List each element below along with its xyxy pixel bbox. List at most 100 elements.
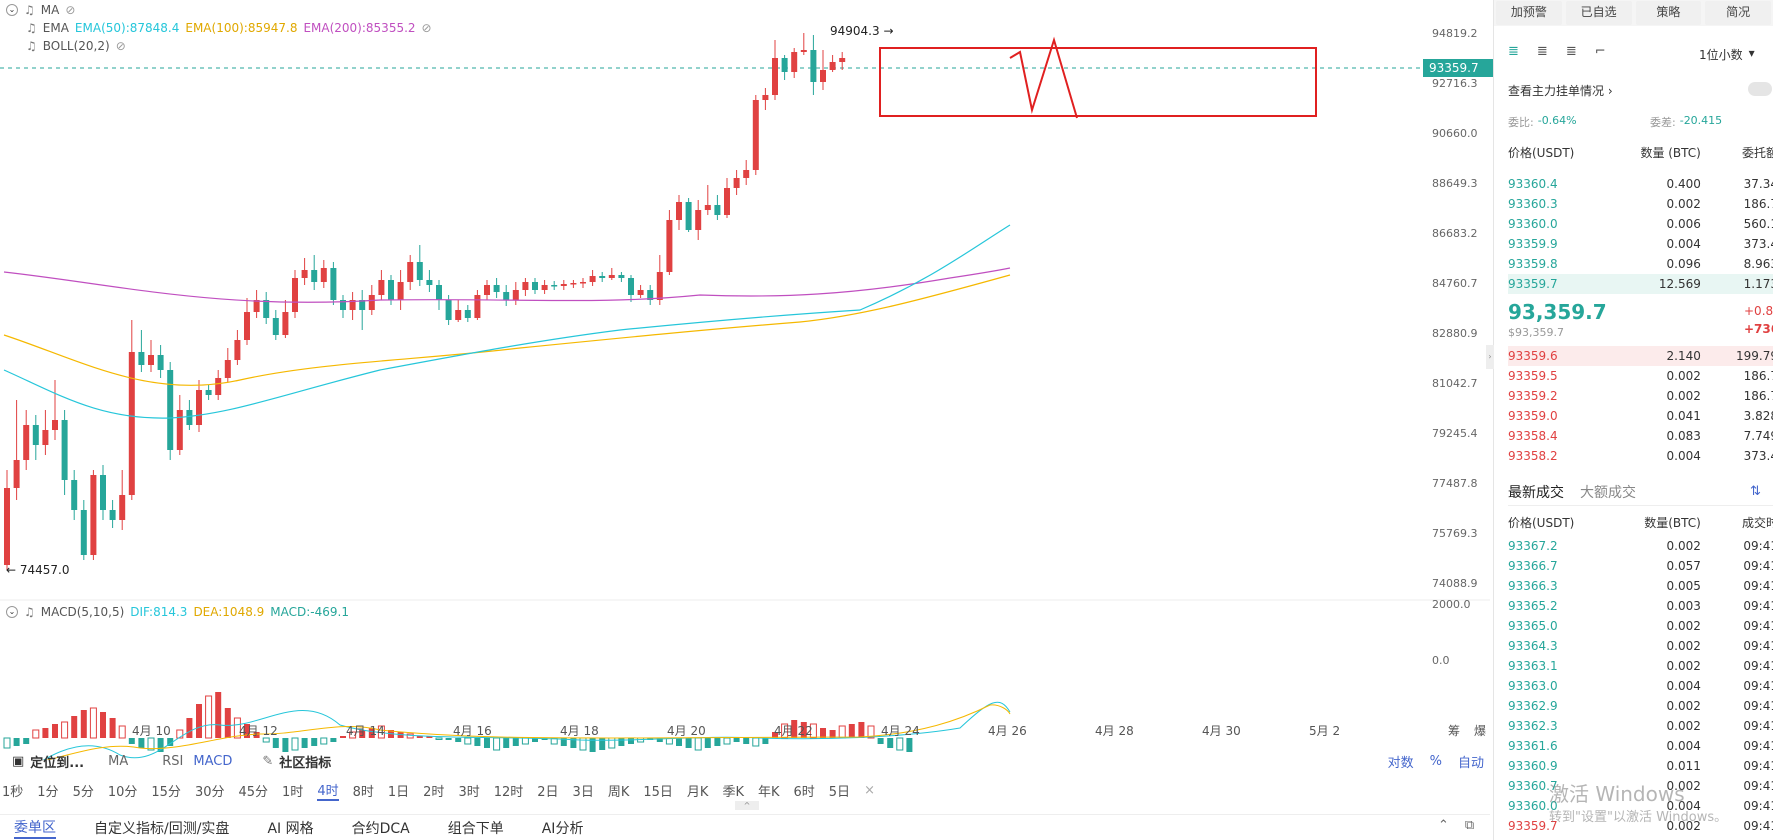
interval-6[interactable]: 45分 (238, 784, 269, 800)
interval-selector: 1秒 1分 5分 10分 15分 30分 45分 1时 4时 8时 1日 2时 3时 12时 2日 3日 周K 1… (0, 778, 1490, 802)
interval-5[interactable]: 30分 (194, 784, 225, 800)
bottom-tab-2[interactable]: AI 网格 (267, 820, 314, 837)
calendar-icon[interactable]: ▣ (12, 753, 25, 769)
interval-18[interactable]: 月K (686, 784, 709, 800)
main-orders-link[interactable]: 查看主力挂单情况 › (1508, 82, 1613, 99)
macd-button[interactable]: MACD (193, 753, 233, 769)
interval-0[interactable]: 1秒 (2, 784, 24, 800)
rsi-button[interactable]: RSI (162, 753, 184, 769)
percent-scale-toggle[interactable]: % (1429, 753, 1442, 769)
trade-qty: 0.002 (1666, 639, 1701, 653)
chevron-up-icon[interactable]: ⌃ (1438, 818, 1449, 833)
candle-body (493, 285, 500, 292)
book-both-icon[interactable]: ≣ (1508, 44, 1519, 59)
ma-button[interactable]: MA (108, 753, 129, 769)
bottom-tab-3[interactable]: 合约DCA (351, 820, 410, 837)
book-row[interactable]: 93360.0 0.006 560.1 (1508, 214, 1773, 234)
book-row[interactable]: 93359.5 0.002 186.7 (1508, 366, 1773, 386)
bottom-tab-1[interactable]: 自定义指标/回测/实盘 (94, 820, 230, 837)
collapse-icon[interactable]: ⌄ (6, 606, 18, 618)
interval-13[interactable]: 12时 (493, 784, 524, 800)
bell-icon[interactable]: ♫ (26, 39, 37, 53)
interval-1[interactable]: 1分 (37, 784, 59, 800)
bell-icon[interactable]: ♫ (24, 3, 35, 17)
tab-large-trades[interactable]: 大额成交 (1580, 485, 1636, 501)
interval-8[interactable]: 4时 (317, 780, 339, 801)
top-button-0[interactable]: 加预警 (1496, 1, 1562, 25)
top-button-3[interactable]: 简况 (1705, 1, 1771, 25)
interval-3[interactable]: 10分 (107, 784, 138, 800)
interval-9[interactable]: 8时 (352, 784, 374, 800)
sort-icon[interactable]: ⇅ (1750, 484, 1761, 499)
book-row[interactable]: 93359.8 0.096 8.963 (1508, 254, 1773, 274)
macd-bar (349, 731, 357, 739)
interval-15[interactable]: 3日 (572, 784, 594, 800)
book-price: 93360.4 (1508, 177, 1558, 191)
panel-collapse-handle[interactable]: › (1486, 345, 1494, 369)
interval-21[interactable]: 6时 (793, 784, 815, 800)
book-bids-icon[interactable]: ≣ (1536, 44, 1548, 59)
macd-bar (147, 737, 155, 751)
locate-button[interactable]: 定位到... (30, 755, 85, 771)
book-row[interactable]: 93359.7 12.569 1.173 (1508, 274, 1773, 294)
top-button-1[interactable]: 已自选 (1565, 1, 1632, 25)
auto-scale-toggle[interactable]: 自动 (1457, 755, 1484, 771)
interval-19[interactable]: 季K (722, 784, 744, 800)
bottom-tab-0[interactable]: 委单区 (14, 817, 56, 839)
interval-17[interactable]: 15日 (643, 784, 673, 800)
book-row[interactable]: 93358.4 0.083 7.749 (1508, 426, 1773, 446)
eye-off-icon[interactable]: ⊘ (115, 39, 126, 53)
book-row[interactable]: 93358.2 0.004 373.4 (1508, 446, 1773, 466)
book-row[interactable]: 93359.2 0.002 186.7 (1508, 386, 1773, 406)
tab-latest-trades[interactable]: 最新成交 (1508, 485, 1564, 501)
chip-icon[interactable]: 筹 (1448, 724, 1461, 738)
bell-icon[interactable]: ♫ (26, 21, 37, 35)
book-row[interactable]: 93359.9 0.004 373.4 (1508, 234, 1773, 254)
interval-12[interactable]: 3时 (458, 784, 480, 800)
interval-4[interactable]: 15分 (151, 784, 181, 800)
trade-qty-header[interactable]: 数量(BTC) (1644, 515, 1701, 530)
bottom-tab-5[interactable]: AI分析 (541, 820, 584, 837)
bell-icon[interactable]: ♫ (24, 605, 35, 619)
book-amount: 1.173 (1743, 277, 1773, 291)
candle-body (71, 480, 78, 510)
interval-22[interactable]: 5日 (828, 784, 851, 800)
candle-body (570, 283, 577, 285)
interval-11[interactable]: 2时 (423, 784, 445, 800)
expand-handle[interactable]: ^ (735, 801, 759, 810)
bottom-tab-4[interactable]: 组合下单 (447, 820, 504, 837)
eye-off-icon[interactable]: ⊘ (65, 3, 76, 17)
collapse-icon[interactable]: ⌄ (6, 4, 18, 16)
interval-16[interactable]: 周K (607, 784, 630, 800)
eye-off-icon[interactable]: ⊘ (421, 21, 432, 35)
interval-2[interactable]: 5分 (72, 784, 94, 800)
macd-bar (512, 738, 519, 746)
book-row[interactable]: 93360.4 0.400 37.34 (1508, 174, 1773, 194)
interval-20[interactable]: 年K (757, 784, 780, 800)
close-icon[interactable]: × (864, 782, 875, 798)
qty-header[interactable]: 数量 (BTC) (1640, 145, 1701, 160)
price-chart[interactable] (0, 0, 1490, 789)
book-row[interactable]: 93359.0 0.041 3.828 (1508, 406, 1773, 426)
top-button-2[interactable]: 策略 (1635, 1, 1702, 25)
book-row[interactable]: 93360.3 0.002 186.7 (1508, 194, 1773, 214)
log-scale-toggle[interactable]: 对数 (1387, 755, 1414, 771)
book-price: 93360.3 (1508, 197, 1558, 211)
candlestick-chart[interactable] (0, 0, 1490, 789)
book-asks-icon[interactable]: ≣ (1565, 44, 1577, 59)
community-indicators-button[interactable]: 社区指标 (279, 755, 332, 771)
popout-icon[interactable]: ⧉ (1464, 818, 1475, 833)
macd-bar (589, 738, 596, 752)
book-depth-icon[interactable]: ⌐ (1594, 44, 1606, 59)
burst-icon[interactable]: 爆 (1474, 724, 1487, 738)
interval-7[interactable]: 1时 (282, 784, 304, 800)
edit-icon[interactable]: ✎ (262, 753, 274, 769)
dea-line (3, 704, 1011, 771)
decimals-select[interactable]: 1位小数 ▾ (1699, 46, 1755, 63)
trade-time: 09:41 (1743, 659, 1773, 673)
interval-14[interactable]: 2日 (537, 784, 559, 800)
book-row[interactable]: 93359.6 2.140 199.79 (1508, 346, 1773, 366)
interval-10[interactable]: 1日 (387, 784, 410, 800)
main-orders-toggle[interactable] (1748, 82, 1772, 96)
macd-bar (13, 738, 20, 746)
